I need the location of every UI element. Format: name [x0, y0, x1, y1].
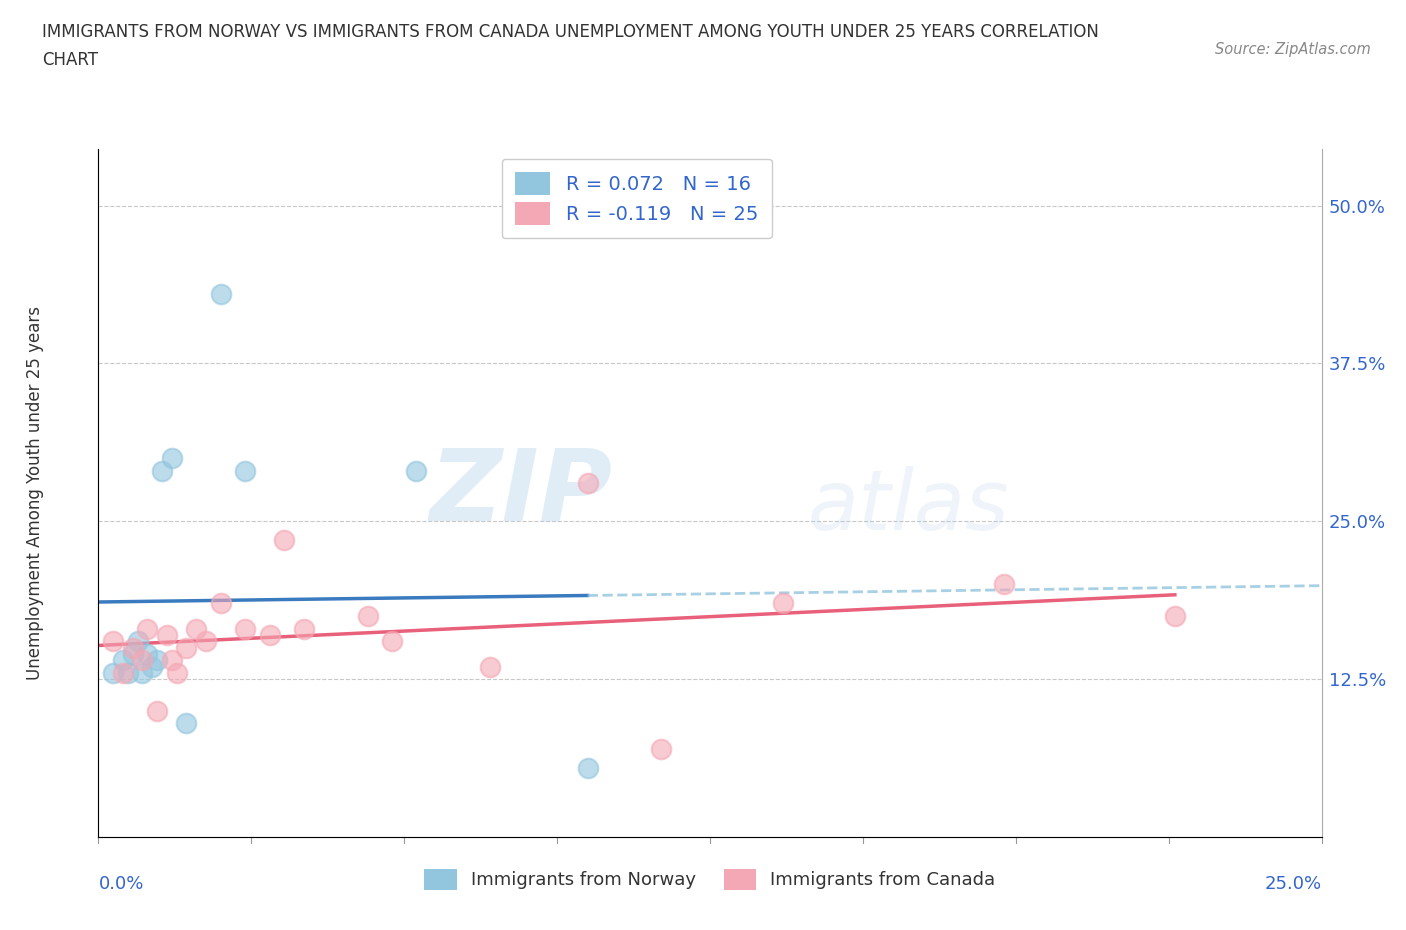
Point — [136, 621, 159, 636]
Point — [233, 463, 256, 478]
Point — [111, 665, 134, 680]
Point — [195, 634, 218, 649]
Point — [405, 463, 427, 478]
Point — [233, 621, 256, 636]
Point — [146, 703, 169, 718]
Point — [292, 621, 315, 636]
Point — [209, 596, 232, 611]
Point — [166, 665, 188, 680]
Point — [111, 653, 134, 668]
Point — [209, 286, 232, 301]
Text: 0.0%: 0.0% — [98, 875, 143, 893]
Point — [131, 665, 153, 680]
Point — [381, 634, 404, 649]
Point — [273, 533, 295, 548]
Point — [576, 476, 599, 491]
Point — [356, 608, 378, 623]
Point — [259, 628, 281, 643]
Legend: Immigrants from Norway, Immigrants from Canada: Immigrants from Norway, Immigrants from … — [418, 861, 1002, 897]
Point — [141, 659, 163, 674]
Point — [136, 646, 159, 661]
Point — [186, 621, 208, 636]
Point — [1164, 608, 1187, 623]
Text: ZIP: ZIP — [429, 445, 612, 541]
Point — [127, 634, 149, 649]
Point — [176, 716, 198, 731]
Point — [772, 596, 794, 611]
Point — [146, 653, 169, 668]
Text: IMMIGRANTS FROM NORWAY VS IMMIGRANTS FROM CANADA UNEMPLOYMENT AMONG YOUTH UNDER : IMMIGRANTS FROM NORWAY VS IMMIGRANTS FRO… — [42, 23, 1099, 41]
Point — [160, 653, 183, 668]
Point — [478, 659, 501, 674]
Point — [650, 741, 672, 756]
Point — [131, 653, 153, 668]
Point — [993, 577, 1015, 591]
Point — [121, 646, 143, 661]
Point — [101, 665, 124, 680]
Point — [121, 640, 143, 655]
Text: atlas: atlas — [808, 466, 1010, 547]
Point — [576, 760, 599, 775]
Point — [160, 451, 183, 466]
Text: Unemployment Among Youth under 25 years: Unemployment Among Youth under 25 years — [25, 306, 44, 680]
Point — [117, 665, 139, 680]
Text: Source: ZipAtlas.com: Source: ZipAtlas.com — [1215, 42, 1371, 57]
Point — [156, 628, 179, 643]
Text: CHART: CHART — [42, 51, 98, 69]
Point — [176, 640, 198, 655]
Text: 25.0%: 25.0% — [1264, 875, 1322, 893]
Point — [101, 634, 124, 649]
Point — [150, 463, 173, 478]
